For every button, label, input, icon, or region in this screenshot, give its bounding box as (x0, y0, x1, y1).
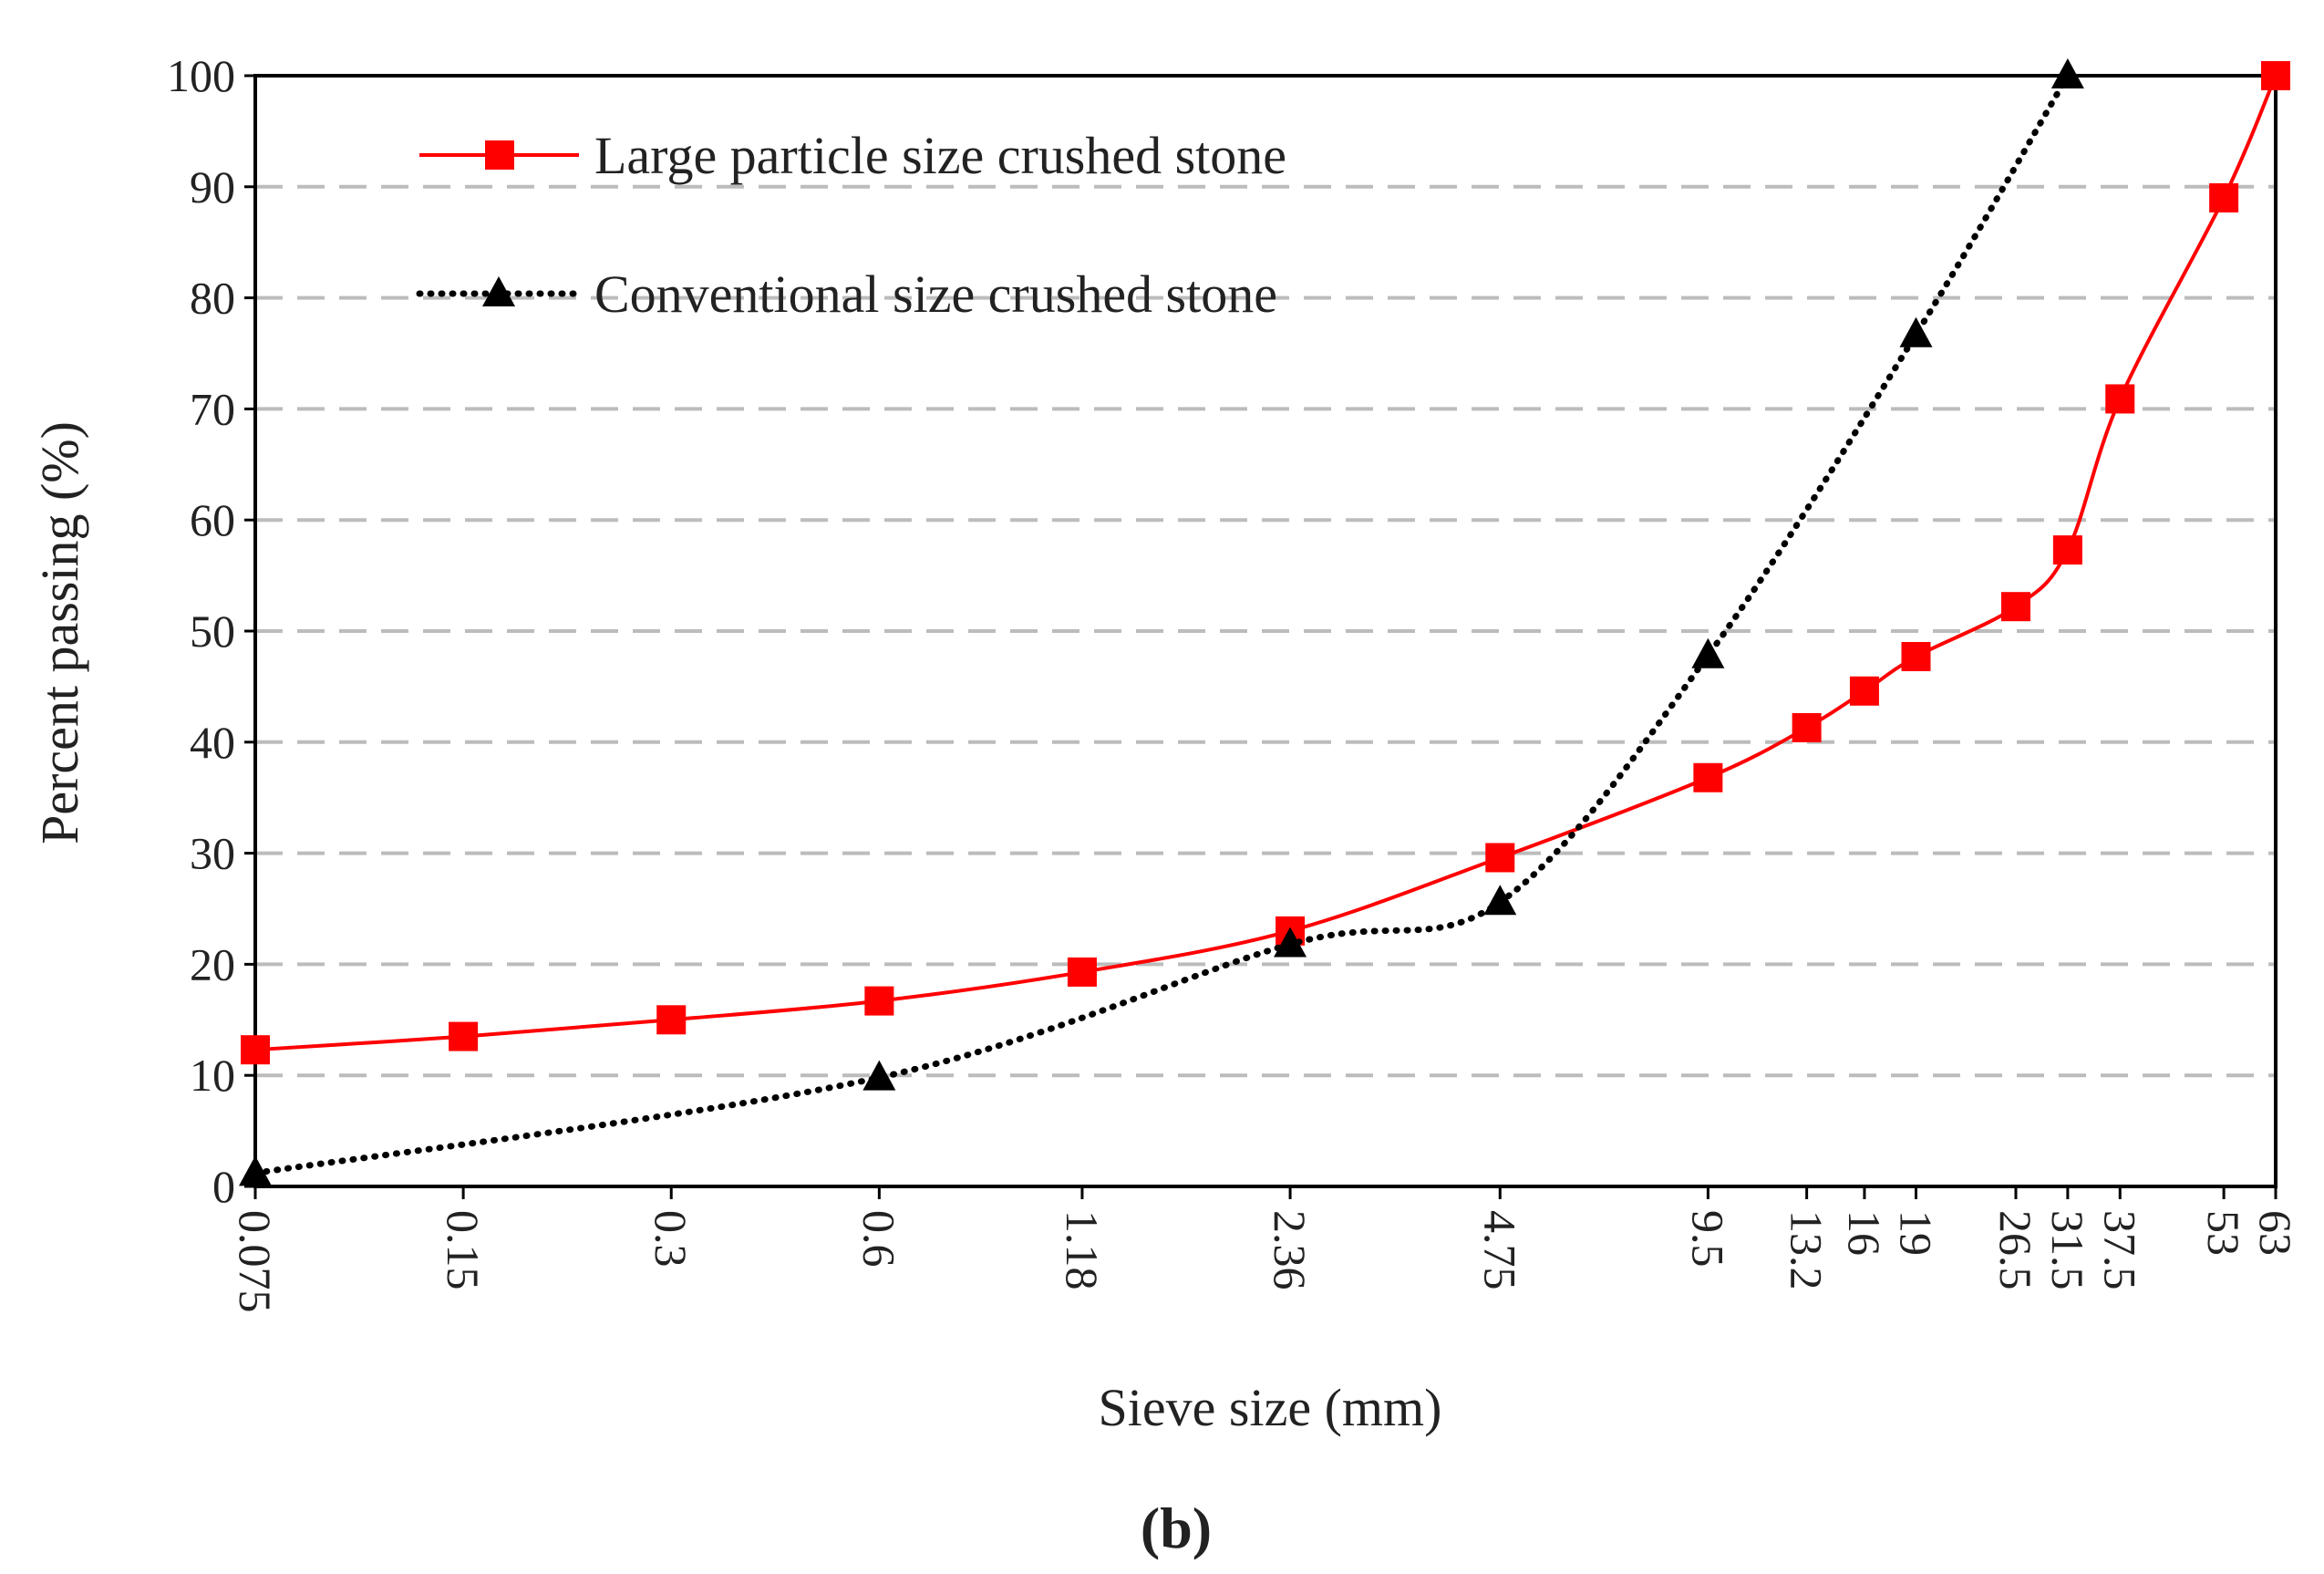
y-tick-label: 50 (190, 606, 235, 657)
data-point-square (1849, 676, 1879, 706)
data-point-triangle (2050, 58, 2084, 88)
series-line-1 (252, 72, 2071, 1176)
y-axis: 0 10 20 30 40 50 60 70 80 90 100 (167, 50, 255, 1212)
y-tick-label: 30 (190, 828, 235, 879)
y-axis-title: Percent passing (%) (30, 421, 89, 844)
data-point-square (1067, 957, 1097, 987)
x-tick-label: 16 (1839, 1210, 1890, 1256)
gridlines (255, 184, 2276, 1078)
x-tick-label: 53 (2198, 1210, 2249, 1256)
legend-marker-triangle (482, 276, 515, 306)
data-point-square (1485, 843, 1515, 873)
y-tick-label: 90 (190, 161, 235, 212)
y-tick-label: 20 (190, 938, 235, 989)
legend-marker-square (485, 140, 514, 170)
y-tick-label: 70 (190, 383, 235, 434)
x-tick-label: 9.5 (1682, 1210, 1733, 1268)
x-tick-label: 26.5 (1990, 1210, 2041, 1290)
y-tick-label: 80 (190, 273, 235, 324)
series-layer (239, 58, 2290, 1186)
data-point-square (656, 1005, 687, 1035)
figure-caption: (b) (1141, 1496, 1212, 1560)
data-point-triangle (1274, 927, 1307, 958)
x-tick-label: 2.36 (1265, 1210, 1316, 1290)
y-tick-label: 100 (167, 50, 235, 101)
legend-label-large: Large particle size crushed stone (594, 126, 1286, 185)
legend-label-conventional: Conventional size crushed stone (594, 264, 1277, 324)
y-tick-label: 60 (190, 494, 235, 545)
data-point-square (449, 1021, 479, 1051)
x-tick-label: 31.5 (2042, 1210, 2093, 1290)
data-point-square (1693, 762, 1723, 792)
y-tick-label: 0 (212, 1161, 235, 1212)
data-point-triangle (1483, 885, 1517, 916)
x-tick-label: 0.3 (646, 1210, 697, 1268)
x-tick-label: 0.6 (853, 1210, 904, 1268)
x-tick-label: 0.15 (438, 1210, 489, 1290)
data-point-square (2052, 535, 2082, 565)
data-point-triangle (1691, 637, 1725, 668)
x-tick-label: 13.2 (1782, 1210, 1833, 1290)
x-tick-label: 1.18 (1057, 1210, 1108, 1290)
x-axis-title: Sieve size (mm) (1099, 1378, 1442, 1437)
data-point-square (2209, 182, 2239, 212)
series-line-0 (253, 74, 2278, 1052)
x-tick-label: 37.5 (2094, 1210, 2145, 1290)
data-point-triangle (862, 1060, 896, 1091)
data-point-square (1901, 642, 1931, 672)
y-tick-label: 40 (190, 717, 235, 768)
data-point-square (241, 1035, 270, 1065)
data-point-square (1792, 712, 1822, 742)
legend: Large particle size crushed stone Conven… (416, 126, 1286, 324)
x-tick-label: 19 (1891, 1210, 1942, 1256)
x-tick-label: 4.75 (1474, 1210, 1525, 1290)
data-point-square (864, 986, 894, 1016)
data-point-square (2261, 61, 2290, 90)
y-tick-label: 10 (190, 1050, 235, 1101)
x-tick-label: 0.075 (230, 1210, 281, 1313)
x-axis: 0.075 0.15 0.3 0.6 1.18 2.36 4.75 9.5 13.2 16 19 26… (230, 1186, 2301, 1313)
data-point-square (2000, 592, 2030, 622)
data-point-triangle (1899, 316, 1933, 347)
x-tick-label: 63 (2250, 1210, 2301, 1256)
data-point-square (2105, 384, 2135, 414)
data-point-triangle (239, 1155, 272, 1186)
